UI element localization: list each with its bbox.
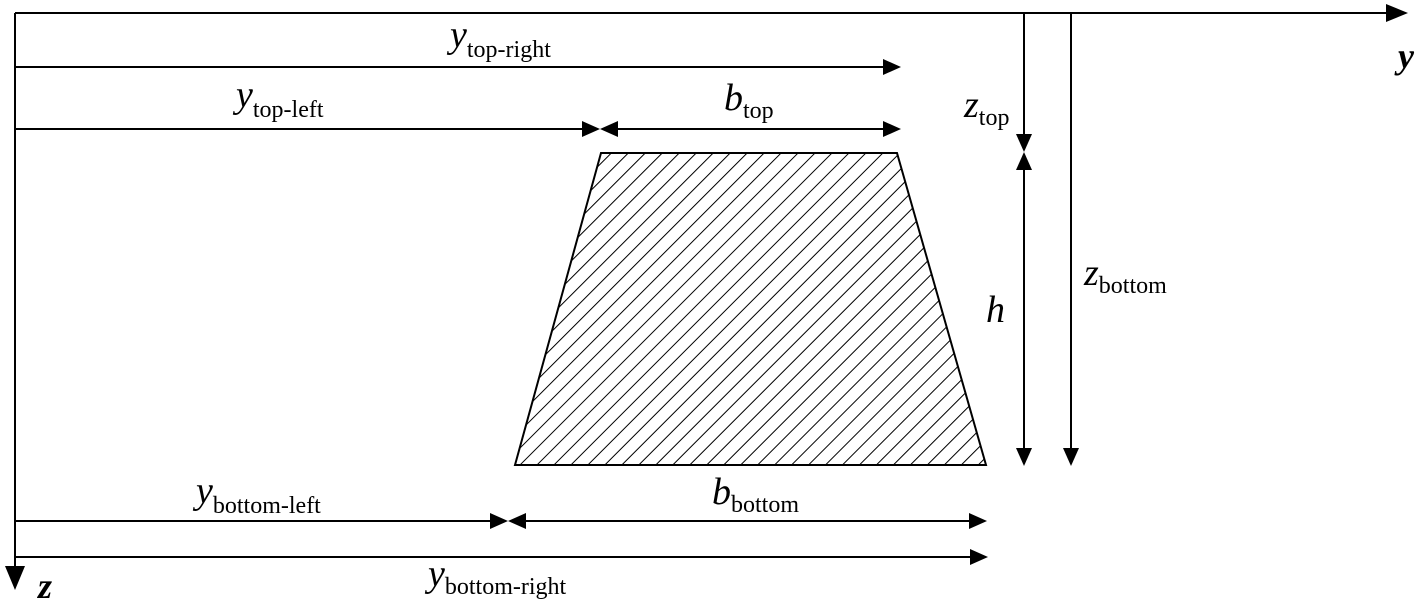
- h-label: h: [986, 289, 1005, 331]
- z-bottom-arrow: [1063, 13, 1079, 466]
- b-top-label: btop: [724, 77, 774, 124]
- y-top-right-arrow: [15, 59, 901, 75]
- y-bottom-left-arrow: [15, 513, 508, 529]
- z-axis: [5, 13, 25, 590]
- trapezoid-section: [513, 152, 988, 466]
- y-axis: [15, 4, 1408, 22]
- b-top-arrow: [600, 121, 901, 137]
- y-top-right-label: ytop-right: [446, 14, 551, 63]
- y-bottom-right-arrow: [15, 549, 988, 565]
- z-top-label: ztop: [963, 84, 1009, 131]
- z-bottom-label: zbottom: [1083, 252, 1167, 299]
- b-bottom-label: bbottom: [712, 471, 799, 518]
- y-top-left-arrow: [15, 121, 600, 137]
- y-bottom-right-label: ybottom-right: [424, 553, 567, 600]
- y-bottom-left-label: ybottom-left: [192, 470, 321, 519]
- y-axis-label: y: [1394, 36, 1415, 76]
- y-top-left-label: ytop-left: [232, 74, 324, 123]
- h-arrow: [1016, 152, 1032, 466]
- z-top-arrow: [1016, 13, 1032, 152]
- z-axis-label: z: [36, 566, 52, 601]
- b-bottom-arrow: [508, 513, 987, 529]
